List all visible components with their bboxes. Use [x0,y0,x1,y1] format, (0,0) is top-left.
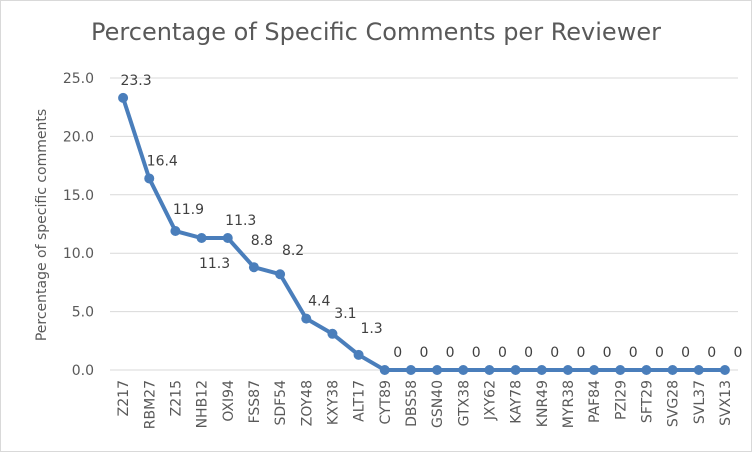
data-point [327,328,338,339]
data-point [536,365,547,375]
data-label: 0 [629,345,638,361]
data-point [510,365,521,375]
data-label: 23.3 [120,73,151,89]
data-label: 8.2 [282,243,304,259]
data-label: 0 [603,345,612,361]
data-label: 0 [419,345,428,361]
data-label: 11.3 [199,256,230,272]
chart-title: Percentage of Specific Comments per Revi… [91,18,661,46]
data-label: 0 [576,345,585,361]
x-tick-label: SVX13 [718,380,734,426]
x-tick-label: ALT17 [352,380,368,422]
data-label: 1.3 [360,321,382,337]
data-label: 0 [681,345,690,361]
x-tick-label: FSS87 [247,380,263,423]
data-point [432,365,443,375]
data-point [118,92,129,103]
data-point [248,262,259,273]
x-tick-label: RBM27 [142,380,158,429]
series-line [121,95,727,372]
x-tick-label: SVL37 [692,380,708,424]
x-tick-label: PAF84 [587,380,603,423]
x-tick-label: Z215 [168,380,184,416]
x-tick-label: SDF54 [273,380,289,426]
data-point [301,313,312,324]
data-label: 0 [393,345,402,361]
y-tick-labels: 0.0 5.0 10.0 15.0 20.0 25.0 [63,71,94,379]
data-point [405,365,416,375]
data-label: 16.4 [147,153,178,169]
data-point [353,349,364,360]
data-label: 3.1 [334,306,356,322]
data-point [615,365,626,375]
x-tick-label: KXY38 [325,380,341,425]
y-tick-label: 5.0 [72,305,94,321]
x-tick-label: PZI29 [613,380,629,420]
x-tick-label: SVG28 [666,380,682,427]
y-tick-label: 15.0 [63,188,94,204]
data-label: 0 [524,345,533,361]
x-tick-label: DBS58 [404,380,420,427]
data-label: 0 [446,345,455,361]
data-label: 0 [472,345,481,361]
data-point [484,365,495,375]
x-tick-label: KAY78 [509,380,525,424]
data-point [458,365,469,375]
x-tick-label: GSN40 [430,380,446,428]
x-tick-label: CYT89 [378,380,394,424]
x-tick-label: MYR38 [561,380,577,428]
data-point [667,365,678,375]
data-label: 0 [550,345,559,361]
y-tick-label: 0.0 [72,363,94,379]
data-points [118,92,730,375]
x-tick-label: ZOY48 [299,380,315,426]
data-label: 11.3 [225,213,256,229]
x-tick-label: Z217 [116,380,132,416]
data-label: 0 [498,345,507,361]
x-tick-labels: Z217 RBM27 Z215 NHB12 OXI94 FSS87 SDF54 ZOY48 KX… [116,380,734,429]
data-label: 0 [707,345,716,361]
data-labels: 23.3 16.4 11.9 11.3 11.3 8.8 8.2 4.43.11.3 0 0 0 0 0… [120,73,742,361]
data-label: 0 [655,345,664,361]
y-tick-label: 20.0 [63,129,94,145]
data-point [641,365,652,375]
gridlines [110,77,738,371]
x-tick-label: GTX38 [456,380,472,426]
x-tick-label: JXY62 [482,380,498,421]
data-point [144,173,155,184]
data-point [719,365,730,375]
y-tick-label: 10.0 [63,246,94,262]
data-point [693,365,704,375]
x-tick-label: KNR49 [535,380,551,427]
x-tick-label: NHB12 [195,380,211,428]
data-label: 11.9 [173,202,204,218]
x-tick-label: OXI94 [221,380,237,422]
x-tick-label: SFT29 [639,380,655,423]
data-label: 0 [733,345,742,361]
y-tick-label: 25.0 [63,71,94,87]
data-label: 8.8 [251,233,273,249]
data-point [379,365,390,375]
data-point [170,226,181,237]
data-point [562,365,573,375]
y-axis-title: Percentage of specific comments [34,109,50,341]
data-point [196,233,207,244]
data-point [222,233,233,244]
data-point [275,269,286,280]
data-label: 4.4 [308,294,330,310]
data-point [589,365,600,375]
